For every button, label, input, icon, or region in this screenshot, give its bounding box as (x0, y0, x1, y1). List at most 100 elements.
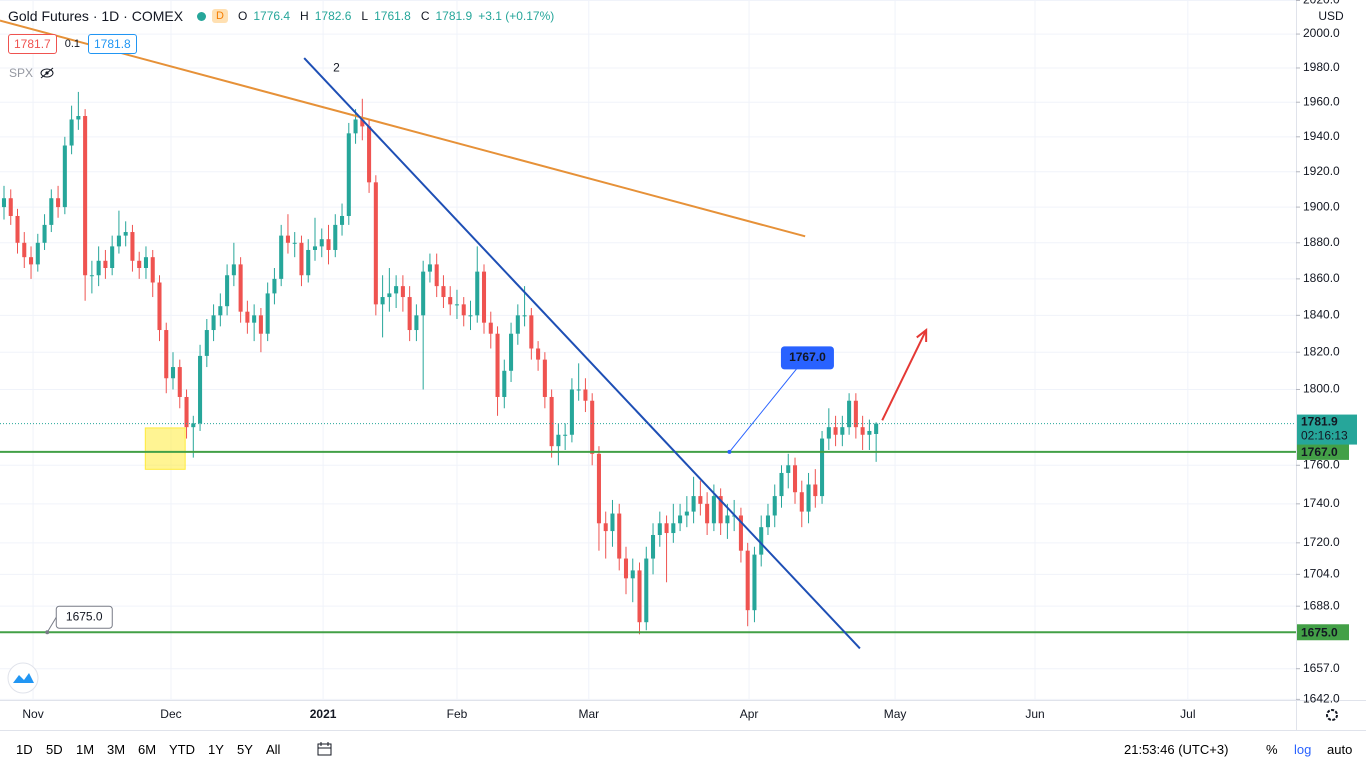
ohlc-letter: H (300, 9, 309, 23)
callout-leader (46, 617, 57, 633)
candle-body (333, 224, 338, 250)
range-button[interactable]: 5D (46, 742, 63, 757)
candle-body (644, 558, 649, 623)
candle-body (35, 242, 40, 265)
range-button[interactable]: 1Y (208, 742, 224, 757)
compare-symbol: SPX (9, 66, 34, 80)
range-button[interactable]: 6M (138, 742, 157, 757)
status-dot (197, 11, 207, 21)
y-tick-label: 2020.0 (1303, 0, 1340, 7)
candle-body (502, 370, 507, 397)
candle-body (853, 400, 858, 428)
percent-toggle[interactable]: % (1266, 742, 1278, 757)
y-tick-label: 1840.0 (1303, 308, 1340, 322)
ask[interactable]: 1781.8 (88, 34, 137, 54)
currency: USD (1318, 9, 1344, 23)
candle-body (664, 523, 669, 534)
range-button[interactable]: All (266, 742, 281, 757)
candle-body (42, 224, 47, 243)
settings-icon[interactable] (1326, 709, 1338, 721)
candle-body (367, 126, 372, 183)
range-button[interactable]: 3M (107, 742, 126, 757)
candle-body (8, 198, 13, 216)
candle-body (651, 534, 656, 559)
price-label-bg (1297, 443, 1349, 460)
logo-circle (7, 662, 39, 694)
y-tick-label: 1720.0 (1303, 535, 1340, 549)
candle-body (441, 286, 446, 298)
candle-body (15, 215, 20, 243)
x-tick-label: Nov (22, 707, 43, 721)
logo[interactable] (7, 662, 39, 694)
last-price-bg (1297, 414, 1357, 445)
date-range-icon[interactable] (316, 741, 334, 757)
candle-body (56, 198, 61, 208)
candle-body (22, 242, 27, 258)
quote: 1781.7 0.1 1781.8 (8, 34, 137, 54)
candle-body (164, 330, 169, 379)
candle-body (678, 515, 683, 524)
candle-body (76, 116, 81, 120)
bid[interactable]: 1781.7 (8, 34, 57, 54)
y-tick-label: 1900.0 (1303, 199, 1340, 213)
candle-body (231, 264, 236, 276)
range-button[interactable]: 1M (76, 742, 95, 757)
ohlc-value: 1782.6 (314, 9, 352, 23)
candle-body (380, 297, 385, 305)
ohlc-letter: C (420, 9, 430, 23)
candle-body (509, 333, 514, 371)
price-label-bg (1297, 624, 1349, 641)
range-button[interactable]: 5Y (237, 742, 253, 757)
candle-body (225, 275, 230, 307)
candle-body (515, 315, 520, 334)
y-tick-label: 1980.0 (1303, 60, 1340, 74)
candle-body (204, 330, 209, 356)
candle-body (448, 297, 453, 305)
candle-body (826, 427, 831, 439)
candle-body (468, 315, 473, 317)
candle-body (576, 389, 581, 391)
candle-body (265, 293, 270, 334)
chart-title: Gold Futures · 1D · COMEX (8, 8, 184, 24)
x-tick-label: Jun (1025, 707, 1044, 721)
candle-body (671, 523, 676, 534)
callout-label: 1675.0 (66, 609, 103, 623)
candle-body (1, 198, 7, 208)
candle-body (258, 315, 263, 334)
badge[interactable]: D (212, 9, 228, 23)
candle-body (400, 286, 405, 298)
x-tick-label: May (884, 707, 907, 721)
candle-body (340, 215, 345, 225)
compare[interactable]: SPX (9, 66, 55, 80)
candle-body (130, 232, 135, 261)
candle-body (326, 239, 331, 250)
candle-body (421, 271, 426, 316)
range-button[interactable]: 1D (16, 742, 33, 757)
candle-body (157, 282, 162, 331)
range-button[interactable]: YTD (169, 742, 195, 757)
bottom-toolbar: 1D 5D 1M 3M 6M YTD 1Y 5Y All 21:53:46 (U… (0, 730, 1366, 768)
candle-body (96, 260, 101, 276)
candle-body (542, 359, 547, 397)
candle-body (184, 396, 189, 428)
ohlc-letter: O (238, 9, 248, 23)
candle-body (150, 257, 155, 283)
candle-body (191, 423, 196, 428)
candle-body (590, 400, 595, 454)
candle-body (874, 423, 879, 434)
candle-body (211, 315, 216, 331)
y-tick-label: 1880.0 (1303, 235, 1340, 249)
candle-body (583, 389, 588, 401)
auto-toggle[interactable]: auto (1327, 742, 1353, 757)
clock[interactable]: 21:53:46 (UTC+3) (1124, 742, 1229, 757)
candle-body (745, 550, 750, 611)
y-tick-label: 1657.0 (1303, 661, 1340, 675)
candle-body (603, 523, 608, 532)
candle-body (779, 472, 784, 497)
log-toggle[interactable]: log (1294, 742, 1312, 757)
last-price: 1781.9 (1301, 415, 1338, 429)
hidden-icon[interactable] (39, 67, 55, 79)
y-tick-label: 1760.0 (1303, 457, 1340, 471)
candle-body (279, 235, 284, 279)
countdown: 02:16:13 (1301, 429, 1348, 443)
